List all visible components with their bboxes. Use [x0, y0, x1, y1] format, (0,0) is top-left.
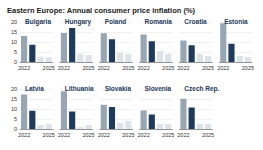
- svg-text:0: 0: [14, 126, 17, 132]
- svg-text:0: 0: [14, 59, 17, 65]
- svg-text:Czech Rep.: Czech Rep.: [184, 85, 219, 93]
- svg-text:Lithuania: Lithuania: [65, 85, 94, 92]
- svg-text:Hungary: Hungary: [65, 18, 92, 26]
- svg-text:2025: 2025: [43, 65, 55, 71]
- svg-text:Eastern Europe: Annual consume: Eastern Europe: Annual consumer price in…: [7, 6, 196, 15]
- svg-text:2022: 2022: [18, 65, 30, 71]
- svg-text:20: 20: [11, 86, 17, 92]
- svg-text:2022: 2022: [137, 65, 149, 71]
- svg-text:2022: 2022: [58, 132, 70, 138]
- svg-text:2025: 2025: [122, 65, 134, 71]
- svg-text:15: 15: [11, 96, 17, 102]
- svg-text:Bulgaria: Bulgaria: [25, 18, 51, 26]
- svg-text:10: 10: [11, 39, 17, 45]
- svg-text:2025: 2025: [43, 132, 55, 138]
- svg-text:Slovakia: Slovakia: [105, 85, 132, 92]
- svg-text:2025: 2025: [202, 132, 214, 138]
- svg-text:2025: 2025: [242, 65, 254, 71]
- svg-text:20: 20: [11, 19, 17, 25]
- svg-text:2022: 2022: [177, 65, 189, 71]
- svg-text:Slovenia: Slovenia: [145, 85, 172, 92]
- svg-text:5: 5: [14, 116, 17, 122]
- svg-text:15: 15: [11, 29, 17, 35]
- svg-text:2022: 2022: [98, 65, 110, 71]
- svg-text:2022: 2022: [18, 132, 30, 138]
- svg-text:2022: 2022: [137, 132, 149, 138]
- svg-text:Romania: Romania: [145, 18, 173, 25]
- svg-text:Latvia: Latvia: [25, 85, 44, 92]
- svg-text:2025: 2025: [82, 132, 94, 138]
- svg-text:5: 5: [14, 49, 17, 55]
- svg-text:Estonia: Estonia: [224, 18, 248, 25]
- svg-text:2022: 2022: [217, 65, 229, 71]
- svg-text:2022: 2022: [177, 132, 189, 138]
- svg-text:Poland: Poland: [105, 18, 127, 25]
- svg-text:2025: 2025: [82, 65, 94, 71]
- svg-text:2025: 2025: [122, 132, 134, 138]
- svg-text:2022: 2022: [58, 65, 70, 71]
- svg-text:2025: 2025: [162, 132, 174, 138]
- svg-text:2022: 2022: [98, 132, 110, 138]
- svg-text:Croatia: Croatia: [184, 18, 207, 25]
- svg-text:10: 10: [11, 106, 17, 112]
- svg-text:2025: 2025: [162, 65, 174, 71]
- svg-text:2025: 2025: [202, 65, 214, 71]
